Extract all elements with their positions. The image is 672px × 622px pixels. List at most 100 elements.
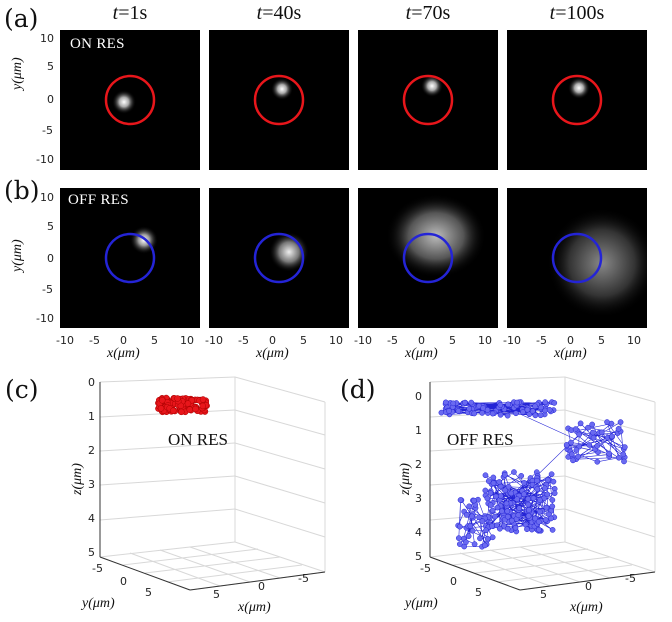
trajectory-point — [467, 523, 474, 529]
ztick: 4 — [415, 526, 422, 539]
trajectory-point — [482, 472, 489, 479]
ztick: 3 — [415, 492, 422, 505]
ztick: 0 — [415, 390, 422, 403]
trajectory-point — [487, 490, 494, 496]
trajectory-off-res — [438, 399, 628, 550]
trajectory-point — [526, 507, 532, 513]
ytick: -10 — [36, 312, 54, 325]
trajectory-point — [471, 410, 478, 417]
time-title-1: t=1s — [112, 2, 148, 24]
trajectory-point — [525, 496, 531, 502]
ztick: 2 — [415, 458, 422, 471]
trajectory-point — [549, 527, 556, 533]
trajectory-point — [545, 477, 551, 483]
ytick-3d: 5 — [475, 586, 482, 599]
trajectory-point — [442, 399, 449, 406]
ztick: 5 — [88, 546, 95, 559]
time-title-2: t=40s — [256, 2, 302, 24]
trajectory-point — [616, 454, 622, 461]
xtick: 5 — [449, 334, 456, 347]
trajectory-point — [525, 513, 532, 519]
xtick: 0 — [567, 334, 574, 347]
xtick: 0 — [120, 334, 127, 347]
trajectory-point — [484, 495, 491, 502]
ztick: 1 — [88, 410, 95, 423]
ylabel-3d-c: y(μm) — [82, 596, 115, 611]
trajectory-point — [466, 405, 473, 412]
trajectory-point — [520, 409, 526, 415]
trajectory-point — [532, 412, 539, 419]
trajectory-point — [515, 512, 522, 518]
resonance-circle — [253, 74, 305, 126]
image-off-t100 — [507, 188, 647, 328]
trajectory-point — [585, 424, 591, 431]
xtick: -10 — [205, 334, 223, 347]
ytick-3d: 5 — [145, 586, 152, 599]
trajectory-point — [543, 504, 550, 511]
trajectory-point — [496, 479, 503, 485]
resonance-circle — [402, 74, 454, 126]
trajectory-point — [465, 533, 472, 540]
trajectory-point — [570, 457, 576, 464]
trajectory-point — [615, 426, 622, 432]
trajectory-point — [505, 513, 511, 520]
ytick: 10 — [40, 191, 54, 204]
trajectory-point — [621, 444, 628, 450]
ytick: 10 — [40, 32, 54, 45]
trajectory-point — [549, 497, 556, 503]
trajectory-point — [505, 401, 511, 408]
trajectory-point — [457, 497, 464, 503]
ytick: -5 — [42, 124, 53, 137]
trajectory-point — [542, 516, 549, 523]
trajectory-point — [504, 412, 511, 419]
on-t1-field — [104, 74, 156, 126]
trajectory-point — [476, 514, 482, 521]
trajectory-point — [573, 447, 580, 453]
trajectory-point — [192, 405, 199, 413]
trajectory-point — [503, 500, 510, 507]
trajectory-point — [456, 523, 463, 530]
ytick: 5 — [47, 60, 54, 73]
trajectory-point — [174, 395, 181, 402]
trajectory-point — [524, 406, 531, 413]
trajectory-point — [621, 458, 627, 465]
trajectory-point — [521, 491, 527, 498]
trajectory-point — [471, 541, 478, 547]
trajectory-point — [508, 517, 515, 524]
trajectory-point — [542, 399, 549, 405]
xtick: -5 — [536, 334, 547, 347]
trajectory-point — [497, 493, 504, 499]
resonance-circle — [104, 232, 156, 284]
plot-3d-on-res — [99, 376, 326, 591]
xlabel-3d-c: x(μm) — [238, 600, 271, 615]
ytick: 0 — [47, 252, 54, 265]
ztick: 2 — [88, 444, 95, 457]
particle-spot — [421, 75, 443, 97]
trajectory-point — [604, 419, 610, 425]
on-t100-field — [551, 74, 603, 126]
trajectory-point — [504, 508, 511, 515]
xtick-3d: -5 — [625, 572, 636, 585]
time-title-4: t=100s — [549, 2, 605, 24]
ytick-3d: 0 — [120, 575, 127, 588]
diffuse-cloud — [547, 208, 647, 318]
xtick: -5 — [89, 334, 100, 347]
xtick-3d: 0 — [585, 580, 592, 593]
image-off-t40 — [209, 188, 349, 328]
trajectory-point — [544, 491, 551, 498]
plot-3d-off-res — [429, 376, 656, 591]
trajectory-point — [548, 471, 555, 478]
trajectory-point — [537, 497, 543, 503]
ylabel-row-b: y(μm) — [10, 239, 25, 272]
trajectory-point — [534, 477, 540, 484]
trajectory-point — [594, 443, 601, 449]
on-res-3d-label: ON RES — [168, 430, 228, 449]
trajectory-point — [575, 453, 582, 460]
trajectory-point — [485, 478, 492, 484]
off-t40-field — [253, 232, 309, 284]
trajectory-point — [590, 434, 597, 441]
trajectory-point — [508, 490, 515, 497]
zlabel-c: z(μm) — [70, 463, 85, 495]
trajectory-point — [178, 408, 185, 416]
trajectory-point — [572, 426, 579, 432]
